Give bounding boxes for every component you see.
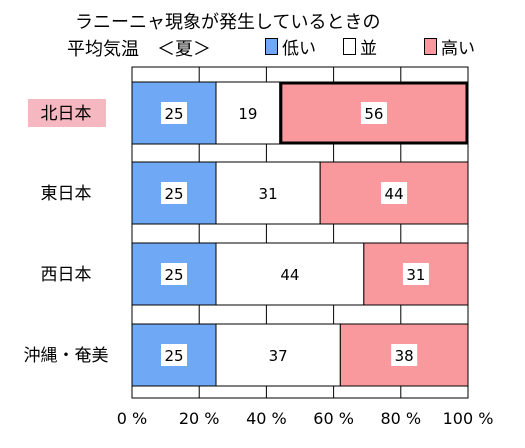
data-label: 25 (164, 185, 183, 203)
data-label: 44 (385, 185, 404, 203)
data-label: 25 (164, 105, 183, 123)
chart-title-line1: ラニーニャ現象が発生しているときの (75, 12, 381, 33)
data-label: 25 (164, 266, 183, 284)
bar-segment (215, 161, 321, 225)
legend-swatch-normal (343, 37, 356, 55)
x-tick-label: 0 % (117, 409, 147, 428)
data-label: 19 (238, 105, 257, 123)
category-label: 西日本 (41, 265, 92, 285)
legend-item-low: 低い (265, 36, 316, 59)
legend-item-normal: 並 (343, 36, 377, 59)
data-label: 38 (395, 347, 414, 365)
data-label-bg (391, 344, 418, 366)
legend-label-high: 高い (441, 38, 475, 59)
data-label-bg (360, 102, 387, 124)
x-tick-label: 60 % (313, 409, 354, 428)
bar-segment (215, 81, 281, 145)
category-label: 東日本 (41, 184, 92, 204)
category-label: 沖縄・奄美 (24, 346, 109, 366)
emphasized-segment-border (279, 81, 469, 145)
x-tick-label: 20 % (179, 409, 220, 428)
data-label: 56 (364, 105, 383, 123)
x-tick-label: 80 % (380, 409, 421, 428)
chart-title-line2: 平均気温 ＜夏＞ (67, 39, 211, 60)
data-label: 25 (164, 347, 183, 365)
data-label: 37 (269, 347, 288, 365)
data-label-bg (161, 344, 187, 366)
data-label: 44 (280, 266, 299, 284)
bar-segment (215, 242, 365, 306)
data-label-bg (161, 263, 187, 285)
data-label: 31 (406, 266, 425, 284)
category-highlight (28, 99, 106, 127)
data-label: 31 (259, 185, 278, 203)
plot-frame (131, 66, 469, 399)
legend-label-low: 低い (282, 38, 316, 59)
data-label-bg (381, 182, 408, 204)
data-label-bg (402, 263, 429, 285)
category-label: 北日本 (41, 104, 92, 124)
x-tick-label: 40 % (246, 409, 287, 428)
data-label-bg (161, 102, 187, 124)
legend-item-high: 高い (424, 36, 475, 59)
data-label-bg (161, 182, 187, 204)
bar-segment (215, 323, 341, 387)
legend-label-normal: 並 (360, 38, 377, 59)
legend-swatch-high (424, 37, 437, 55)
x-tick-label: 100 % (443, 409, 494, 428)
legend-swatch-low (265, 37, 278, 55)
